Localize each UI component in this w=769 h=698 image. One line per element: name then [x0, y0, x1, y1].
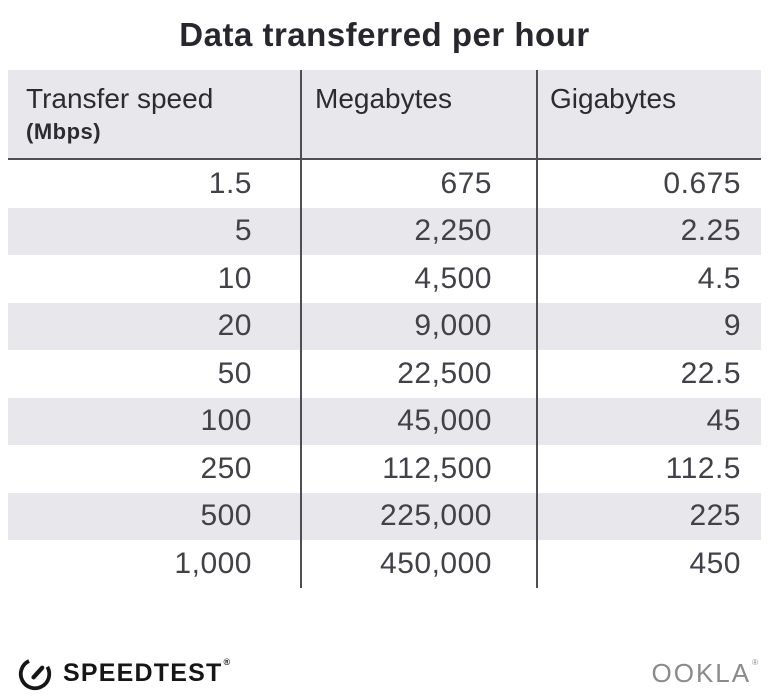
ookla-text: OOKLA [651, 657, 752, 688]
table-cell: 4,500 [302, 255, 538, 303]
table-cell: 225 [689, 499, 741, 533]
registered-trademark-icon: ® [752, 657, 760, 667]
footer: SPEEDTEST ® OOKLA ® [16, 652, 759, 694]
table-cell: 2,250 [302, 207, 538, 255]
table-cell: 100 [8, 397, 302, 445]
table-cell: 9,000 [302, 302, 538, 350]
table-cell: 5 [8, 207, 302, 255]
table-cell: 450 [689, 546, 741, 580]
table-row: 5 2,250 2.25 [8, 207, 761, 255]
table-cell: 450,000 [302, 540, 538, 588]
table-cell: 50 [8, 350, 302, 398]
table-header-row: Transfer speed (Mbps) Megabytes Gigabyte… [8, 70, 761, 160]
table-row: 500 225,000 225 [8, 492, 761, 540]
table-row: 250 112,500 112.5 [8, 445, 761, 493]
table-cell: 45,000 [302, 397, 538, 445]
table-row: 10 4,500 4.5 [8, 255, 761, 303]
header-cell-gigabytes: Gigabytes [538, 70, 761, 158]
table-cell: 9 [723, 309, 741, 343]
table-cell: 20 [8, 302, 302, 350]
table-cell: 1,000 [8, 540, 302, 588]
table-cell: 0.675 [663, 166, 741, 200]
table-cell: 675 [302, 160, 538, 208]
table-cell: 22,500 [302, 350, 538, 398]
table-cell: 45 [706, 404, 741, 438]
header-label: Gigabytes [550, 83, 677, 114]
table-cell: 225,000 [302, 492, 538, 540]
speedtest-wordmark: SPEEDTEST ® [63, 656, 232, 688]
table-cell: 500 [8, 492, 302, 540]
table-cell: 250 [8, 445, 302, 493]
header-cell-megabytes: Megabytes [302, 70, 538, 158]
page-title: Data transferred per hour [179, 16, 590, 53]
table-cell: 112.5 [665, 451, 741, 485]
table-cell: 1.5 [8, 160, 302, 208]
table-cell: 2.25 [680, 214, 741, 248]
header-label: Transfer speed [26, 83, 214, 114]
table-body: 1.5 675 0.675 5 2,250 2.25 10 4,500 4.5 20 9,000 9 5… [8, 160, 761, 588]
header-cell-transfer-speed: Transfer speed (Mbps) [8, 70, 302, 158]
table-cell: 4.5 [697, 261, 741, 295]
table-cell: 22.5 [680, 356, 741, 390]
table-row: 100 45,000 45 [8, 397, 761, 445]
registered-trademark-icon: ® [223, 656, 232, 667]
data-table: Transfer speed (Mbps) Megabytes Gigabyte… [8, 70, 761, 588]
header-label: Megabytes [315, 83, 452, 114]
table-row: 1,000 450,000 450 [8, 540, 761, 588]
table-cell: 112,500 [302, 445, 538, 493]
table-row: 50 22,500 22.5 [8, 350, 761, 398]
table-row: 20 9,000 9 [8, 302, 761, 350]
header-sublabel-mbps: (Mbps) [26, 118, 102, 144]
table-row: 1.5 675 0.675 [8, 160, 761, 208]
ookla-logo: OOKLA ® [652, 658, 760, 689]
speedometer-gauge-icon [18, 659, 52, 691]
speedtest-logo: SPEEDTEST ® [16, 654, 230, 692]
speedtest-text: SPEEDTEST [63, 658, 223, 687]
table-cell: 10 [8, 255, 302, 303]
